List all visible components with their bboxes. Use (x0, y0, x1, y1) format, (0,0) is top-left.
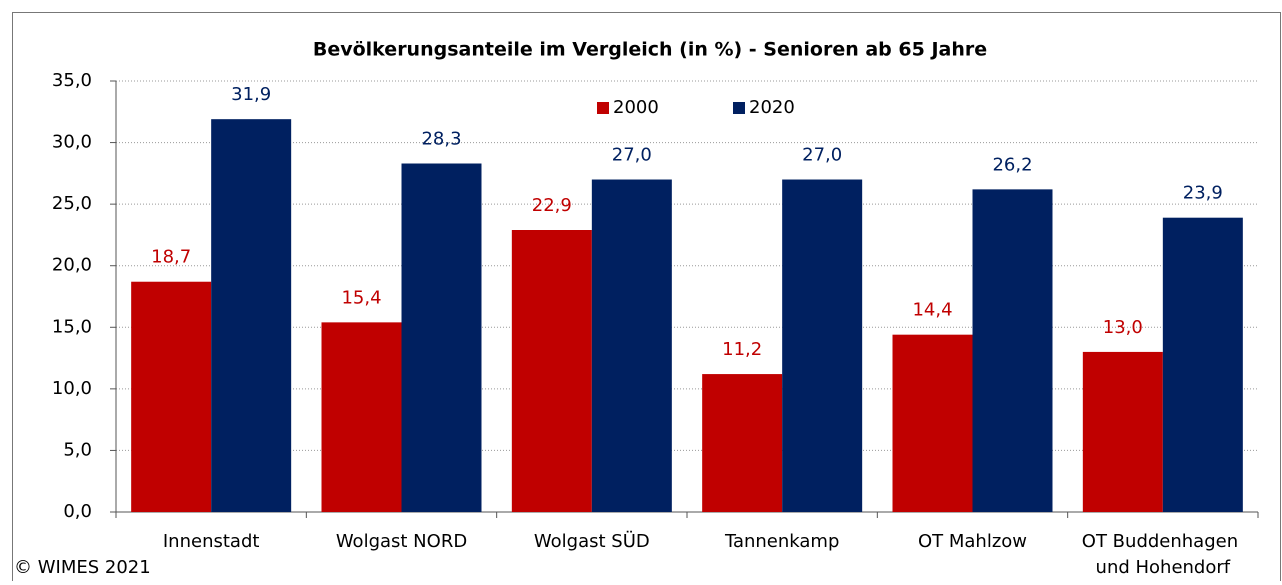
value-label: 15,4 (341, 287, 381, 308)
y-tick-label: 25,0 (52, 193, 92, 214)
bar (211, 119, 292, 512)
y-tick-label: 20,0 (52, 255, 92, 276)
bar (702, 374, 783, 512)
x-tick-label: Wolgast SÜD (534, 530, 650, 552)
bar (401, 163, 482, 512)
x-tick-label: OT Buddenhagen und Hohendorf (1082, 531, 1244, 578)
footer: © WIMES 2021 (14, 557, 151, 578)
x-tick-label: OT Mahlzow (918, 531, 1027, 552)
bar (1162, 217, 1243, 512)
value-label: 11,2 (722, 339, 762, 360)
bar (782, 179, 863, 512)
y-tick-label: 30,0 (52, 132, 92, 153)
bar (892, 334, 973, 512)
value-label: 13,0 (1103, 317, 1143, 338)
value-label: 27,0 (802, 145, 842, 166)
x-tick-label: Wolgast NORD (336, 531, 467, 552)
value-label: 26,2 (992, 154, 1032, 175)
value-label: 28,3 (421, 129, 461, 150)
value-label: 18,7 (151, 247, 191, 268)
bar (511, 230, 592, 512)
bar (591, 179, 672, 512)
bar (972, 189, 1053, 512)
y-tick-label: 5,0 (63, 439, 92, 460)
legend-label: 2000 (613, 97, 659, 118)
value-label: 31,9 (231, 84, 271, 105)
chart-title: Bevölkerungsanteile im Vergleich (in %) … (313, 39, 987, 61)
value-label: 23,9 (1183, 183, 1223, 204)
legend-swatch (597, 102, 609, 114)
y-tick-label: 35,0 (52, 70, 92, 91)
value-label: 27,0 (612, 145, 652, 166)
bar (1082, 351, 1163, 512)
legend-label: 2020 (749, 97, 795, 118)
x-tick-label: Innenstadt (163, 531, 260, 552)
value-label: 22,9 (532, 195, 572, 216)
bar (321, 322, 402, 512)
x-tick-label: Tannenkamp (724, 531, 839, 552)
y-tick-label: 10,0 (52, 378, 92, 399)
bar (131, 281, 212, 512)
legend-swatch (733, 102, 745, 114)
value-label: 14,4 (912, 300, 952, 321)
y-tick-label: 15,0 (52, 316, 92, 337)
y-tick-label: 0,0 (63, 501, 92, 522)
